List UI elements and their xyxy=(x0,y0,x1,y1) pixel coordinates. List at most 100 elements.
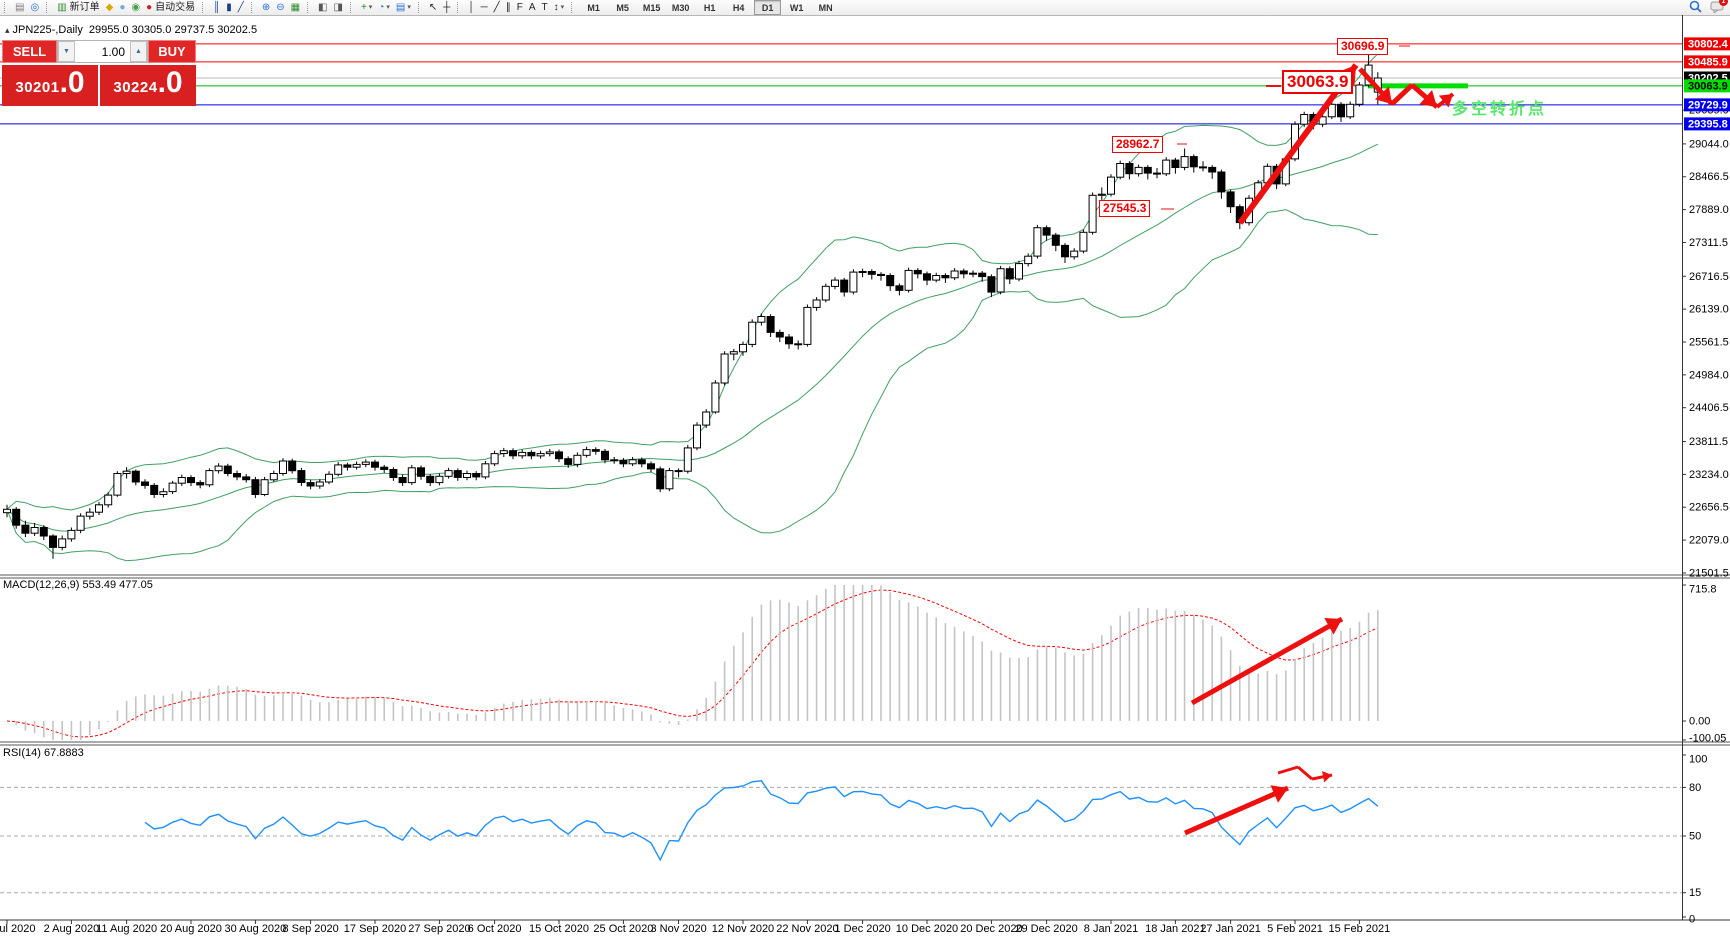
axis-price-badge-label: 30063.9 xyxy=(1688,80,1728,92)
profile-icon[interactable]: ◎ xyxy=(30,2,40,13)
tile-windows-icon[interactable]: ▦ xyxy=(290,2,301,13)
y-axis-tick-label: 22079.0 xyxy=(1689,535,1729,547)
date-axis-label: 25 Oct 2020 xyxy=(593,923,653,935)
sell-button[interactable]: SELL xyxy=(2,40,57,63)
trend-arrow-head xyxy=(1322,771,1332,783)
date-axis-label: 27 Sep 2020 xyxy=(408,923,470,935)
chart-shift-icon[interactable]: ◨ xyxy=(333,2,343,13)
symbol-period-label: JPN225-,Daily xyxy=(12,24,83,36)
timeframe-mn[interactable]: MN xyxy=(818,2,833,13)
volume-decrease-button[interactable]: ▼ xyxy=(58,41,75,62)
timeframe-m5[interactable]: M5 xyxy=(616,2,629,13)
rsi-tick-label: 15 xyxy=(1689,887,1701,899)
rsi-tick-label: 100 xyxy=(1689,754,1707,766)
cursor-icon[interactable]: ↖ xyxy=(428,2,438,13)
crosshair-icon[interactable]: ┼ xyxy=(443,2,451,13)
price-callout[interactable]: 30063.9 xyxy=(1282,70,1354,94)
date-axis-label: 5 Feb 2021 xyxy=(1267,923,1323,935)
fibonacci-icon[interactable]: F xyxy=(516,2,523,13)
horizontal-line-icon[interactable]: ─ xyxy=(480,2,488,13)
trend-arrow xyxy=(1297,765,1313,781)
market-watch-icon[interactable]: ● xyxy=(119,2,126,13)
date-axis-label: 12 Nov 2020 xyxy=(712,923,774,935)
periods-icon-dropdown[interactable]: ▾ xyxy=(386,4,390,11)
history-icon[interactable]: ◆ xyxy=(105,2,114,13)
vertical-line-icon[interactable]: │ xyxy=(468,2,475,13)
timeframe-m1[interactable]: M1 xyxy=(587,2,600,13)
timeframe-m30[interactable]: M30 xyxy=(671,2,690,13)
text-icon[interactable]: A xyxy=(528,2,536,13)
notifications-icon[interactable]: 1 xyxy=(1710,0,1728,15)
buy-button[interactable]: BUY xyxy=(148,40,196,63)
channel-icon[interactable]: ∥ xyxy=(505,2,511,13)
new-order-icon[interactable]: ▥ 新订单 xyxy=(57,2,100,13)
axis-price-badge xyxy=(1684,117,1730,131)
date-axis-label: 17 Sep 2020 xyxy=(344,923,406,935)
zoom-out-icon[interactable]: ⊖ xyxy=(276,2,285,13)
price-callout[interactable]: 27545.3 xyxy=(1099,200,1151,217)
ohlc-values: 29955.0 30305.0 29737.5 30202.5 xyxy=(88,24,258,36)
macd-signal-line xyxy=(6,589,1379,738)
toolbar: ▤ ◎ ▥ 新订单 ◆ ● ◉ ● 自动交易 ║ ▮ ╱ ⊕ ⊖ ▦ ◧ ◨ + ▾ ◔ ▾ ▤ ▾ ↖ ┼ │ ─ ╱ ∥ F A T ↕ ▾ M… xyxy=(0,0,1730,16)
arrows-icon-dropdown[interactable]: ▾ xyxy=(560,4,565,11)
y-axis-tick-label: 26139.0 xyxy=(1689,304,1729,316)
y-axis-tick-label: 21501.5 xyxy=(1689,567,1729,579)
template-icon[interactable]: ▤ ▾ xyxy=(395,2,411,13)
date-axis-label: 15 Feb 2021 xyxy=(1329,923,1391,935)
template-icon-dropdown[interactable]: ▾ xyxy=(407,4,411,11)
trend-arrow xyxy=(1390,83,1414,106)
bollinger-lower-band xyxy=(6,209,1378,562)
auto-scroll-icon[interactable]: ◧ xyxy=(318,2,328,13)
date-axis-label: 1 Dec 2020 xyxy=(834,923,890,935)
timeframe-w1[interactable]: W1 xyxy=(789,2,804,13)
date-axis-label: 20 Aug 2020 xyxy=(160,923,222,935)
trend-arrow xyxy=(1183,785,1290,836)
y-axis-tick-label: 27889.0 xyxy=(1689,204,1729,216)
buy-price[interactable]: 30224.0 xyxy=(100,65,196,106)
axis-price-badge xyxy=(1684,37,1730,51)
date-axis-label: 20 Dec 2020 xyxy=(960,923,1022,935)
price-callout[interactable]: 28962.7 xyxy=(1112,136,1164,153)
search-icon[interactable] xyxy=(1689,0,1702,15)
candles xyxy=(3,49,1382,559)
timeframe-h1[interactable]: H1 xyxy=(703,2,716,13)
date-axis-label: 18 Jan 2021 xyxy=(1145,923,1206,935)
chart-canvas[interactable]: 29639.029044.028466.527889.027311.526716… xyxy=(0,15,1730,941)
trend-arrow xyxy=(1277,765,1299,775)
price-callout[interactable]: 30696.9 xyxy=(1337,38,1389,55)
add-indicator-icon-dropdown[interactable]: ▾ xyxy=(368,4,373,11)
candlestick-chart-icon[interactable]: ▮ xyxy=(226,2,232,13)
date-axis-label: 23 Jul 2020 xyxy=(0,923,35,935)
volume-increase-button[interactable]: ▲ xyxy=(130,41,147,62)
y-axis-tick-label: 25561.5 xyxy=(1689,336,1729,348)
macd-histogram xyxy=(15,585,1379,740)
trend-arrow-head xyxy=(1438,94,1453,108)
y-axis-tick-label: 24406.5 xyxy=(1689,402,1729,414)
signals-icon[interactable]: ◉ xyxy=(131,2,141,13)
sell-price-pips: .0 xyxy=(59,66,85,99)
date-axis-label: 8 Jan 2021 xyxy=(1084,923,1138,935)
macd-indicator-label: MACD(12,26,9) 553.49 477.05 xyxy=(3,579,153,591)
add-indicator-icon[interactable]: + ▾ xyxy=(360,2,373,13)
volume-input[interactable]: 1.00 xyxy=(101,44,125,59)
timeframe-d1[interactable]: D1 xyxy=(754,0,782,15)
trendline-icon[interactable]: ╱ xyxy=(493,2,500,13)
arrows-icon[interactable]: ↕ ▾ xyxy=(553,2,565,13)
timeframe-m15[interactable]: M15 xyxy=(642,2,661,13)
axis-price-badge-label: 29729.9 xyxy=(1688,99,1728,111)
label-icon[interactable]: T xyxy=(541,2,548,13)
auto-trading-icon[interactable]: ● 自动交易 xyxy=(146,2,196,13)
date-axis-label: 15 Oct 2020 xyxy=(529,923,589,935)
bar-chart-icon[interactable]: ║ xyxy=(213,2,221,13)
line-chart-icon[interactable]: ╱ xyxy=(237,2,244,13)
periods-icon[interactable]: ◔ ▾ xyxy=(378,2,390,13)
zoom-in-icon[interactable]: ⊕ xyxy=(261,2,271,13)
chart-tab-icon: ▴ xyxy=(5,25,10,35)
timeframe-h4[interactable]: H4 xyxy=(732,2,745,13)
new-chart-icon[interactable]: ▤ xyxy=(15,2,25,13)
sell-price[interactable]: 30201.0 xyxy=(2,65,100,106)
date-axis-label: 11 Aug 2020 xyxy=(96,923,157,935)
y-axis-tick-label: 22656.5 xyxy=(1689,502,1729,514)
turning-point-annotation[interactable]: 多空转折点 xyxy=(1452,101,1548,118)
